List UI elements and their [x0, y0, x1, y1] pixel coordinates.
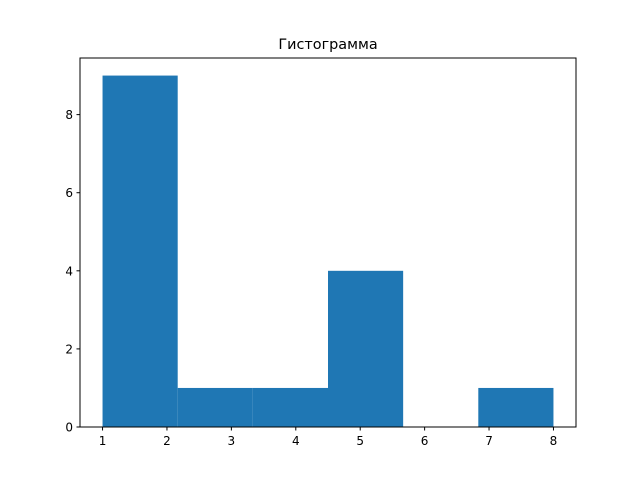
- y-tick-label: 2: [65, 342, 73, 356]
- y-tick: 4: [65, 264, 80, 278]
- x-tick-label: 1: [99, 434, 107, 448]
- x-tick-label: 5: [356, 434, 364, 448]
- x-tick-label: 7: [485, 434, 493, 448]
- x-tick: 4: [292, 427, 300, 448]
- y-axis-ticks: 0 2 4 6 8: [65, 108, 80, 435]
- axes-frame: [79, 57, 577, 428]
- x-tick-label: 4: [292, 434, 300, 448]
- x-tick: 7: [485, 427, 493, 448]
- histogram-bar: [328, 270, 404, 427]
- x-tick-label: 2: [163, 434, 171, 448]
- histogram-bar: [252, 387, 328, 427]
- x-tick: 2: [163, 427, 171, 448]
- x-tick: 8: [550, 427, 558, 448]
- y-tick: 0: [65, 421, 80, 435]
- y-tick: 6: [65, 186, 80, 200]
- chart-title: Гистограмма: [278, 37, 377, 53]
- histogram-bar: [102, 75, 178, 428]
- x-tick-label: 6: [421, 434, 429, 448]
- y-tick-label: 6: [65, 186, 73, 200]
- y-tick-label: 0: [65, 421, 73, 435]
- x-tick: 3: [228, 427, 236, 448]
- x-axis-ticks: 1 2 3 4 5 6 7 8: [99, 427, 558, 448]
- bars: [102, 75, 554, 428]
- x-tick: 5: [356, 427, 364, 448]
- y-tick-label: 8: [65, 108, 73, 122]
- x-tick: 1: [99, 427, 107, 448]
- histogram-bar: [478, 387, 554, 427]
- y-tick: 2: [65, 342, 80, 356]
- y-tick-label: 4: [65, 264, 73, 278]
- x-tick-label: 3: [228, 434, 236, 448]
- histogram-bar: [177, 387, 253, 427]
- y-tick: 8: [65, 108, 80, 122]
- x-tick-label: 8: [550, 434, 558, 448]
- x-tick: 6: [421, 427, 429, 448]
